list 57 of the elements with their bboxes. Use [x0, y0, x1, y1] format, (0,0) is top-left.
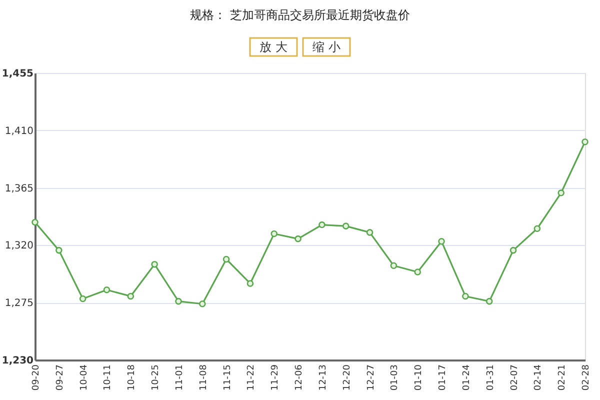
x-tick-label: 10-11 — [103, 364, 114, 391]
point — [366, 229, 374, 236]
x-tick-label: 10-04 — [79, 364, 90, 391]
point — [462, 292, 469, 300]
x-tick-label: 12-13 — [318, 364, 328, 391]
point — [534, 225, 541, 232]
x-tick-label: 01-10 — [414, 364, 424, 391]
y-tick-label: 1,275 — [4, 298, 34, 310]
y-tick-label: 1,410 — [4, 126, 34, 137]
x-tick-label: 02-21 — [558, 364, 568, 391]
y-tick-label: 1,365 — [4, 183, 34, 194]
x-tick-label: 02-07 — [510, 364, 520, 391]
y-tick-label: 1,455 — [2, 68, 34, 80]
point — [510, 246, 517, 254]
point — [151, 260, 158, 268]
point — [342, 222, 350, 230]
x-tick-label: 01-31 — [486, 364, 496, 391]
point — [79, 295, 86, 302]
x-tick-label: 01-24 — [462, 364, 472, 391]
x-tick-label: 12-06 — [294, 364, 305, 391]
x-tick-label: 10-25 — [151, 364, 162, 391]
x-tick-label: 09-27 — [55, 364, 66, 391]
x-tick-label: 02-14 — [534, 364, 544, 391]
point — [486, 298, 493, 305]
x-tick-label: 12-20 — [342, 364, 352, 391]
point — [32, 218, 38, 226]
x-tick-label: 09-20 — [32, 364, 42, 391]
point — [270, 230, 278, 238]
point — [56, 246, 62, 254]
chart-title: 规格： 芝加哥商品交易所最近期货收盘价 — [190, 8, 410, 22]
point — [438, 238, 445, 245]
x-tick-label: 10-18 — [127, 364, 138, 391]
point — [318, 221, 326, 228]
x-tick-label: 11-01 — [174, 364, 185, 391]
point — [294, 235, 302, 242]
x-tick-label: 11-08 — [198, 364, 209, 391]
y-tick-label: 1,230 — [2, 356, 34, 366]
text: 缩 小 — [312, 40, 340, 54]
x-tick-label: 12-27 — [366, 364, 376, 391]
point — [127, 292, 134, 300]
y-tick-label: 1,320 — [4, 240, 34, 252]
point — [414, 268, 421, 276]
x-tick-label: 11-22 — [246, 364, 257, 391]
x-tick-label: 11-15 — [222, 364, 233, 391]
point — [175, 298, 182, 305]
point — [558, 190, 564, 196]
x-tick-label: 02-28 — [582, 364, 592, 391]
point — [390, 262, 398, 269]
point — [199, 300, 206, 308]
point — [246, 280, 254, 287]
x-tick-label: 01-03 — [390, 364, 400, 391]
x-tick-label: 01-17 — [438, 364, 448, 391]
text: 放 大 — [260, 40, 288, 54]
point — [103, 286, 110, 294]
x-tick-label: 11-29 — [270, 364, 281, 391]
point — [222, 256, 230, 263]
point — [582, 138, 588, 146]
